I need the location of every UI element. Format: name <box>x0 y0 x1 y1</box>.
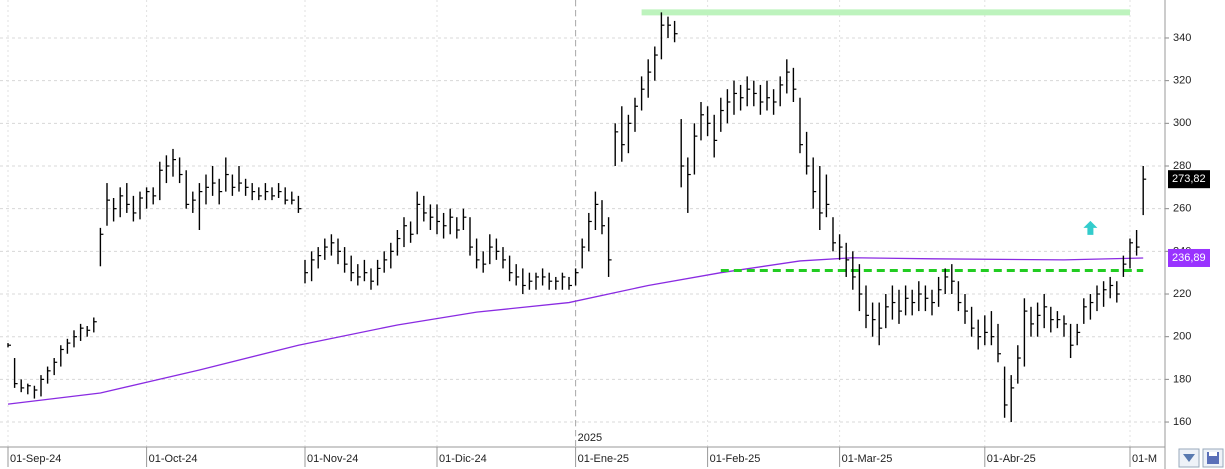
x-tick-label: 01-Abr-25 <box>987 453 1036 465</box>
y-tick-label: 160 <box>1173 416 1191 428</box>
price-label: 273,82 <box>1172 173 1206 185</box>
price-label-box <box>1168 248 1210 267</box>
y-tick-label: 220 <box>1173 288 1191 300</box>
scroll-icon <box>1183 454 1195 462</box>
y-tick-label: 300 <box>1173 117 1191 129</box>
x-tick-label: 01-Feb-25 <box>710 453 761 465</box>
x-tick-label: 01-Nov-24 <box>307 453 358 465</box>
moving-average <box>7 257 1144 405</box>
signal-arrow <box>1083 220 1098 235</box>
x-tick-label: 01-Mar-25 <box>842 453 893 465</box>
x-tick-label: 01-Oct-24 <box>149 453 198 465</box>
x-tick-label: 01-Sep-24 <box>10 453 61 465</box>
x-tick-label: 01-Dic-24 <box>439 453 487 465</box>
save-icon-label <box>1209 452 1217 456</box>
x-tick-label: 01-M <box>1132 453 1157 465</box>
y-tick-label: 200 <box>1173 331 1191 343</box>
y-tick-label: 280 <box>1173 160 1191 172</box>
y-tick-label: 180 <box>1173 373 1191 385</box>
year-label: 2025 <box>578 432 602 444</box>
y-tick-label: 340 <box>1173 32 1191 44</box>
price-label: 236,89 <box>1172 252 1206 264</box>
y-tick-label: 260 <box>1173 203 1191 215</box>
y-tick-label: 320 <box>1173 75 1191 87</box>
x-tick-label: 01-Ene-25 <box>578 453 629 465</box>
price-label-box <box>1168 170 1210 189</box>
